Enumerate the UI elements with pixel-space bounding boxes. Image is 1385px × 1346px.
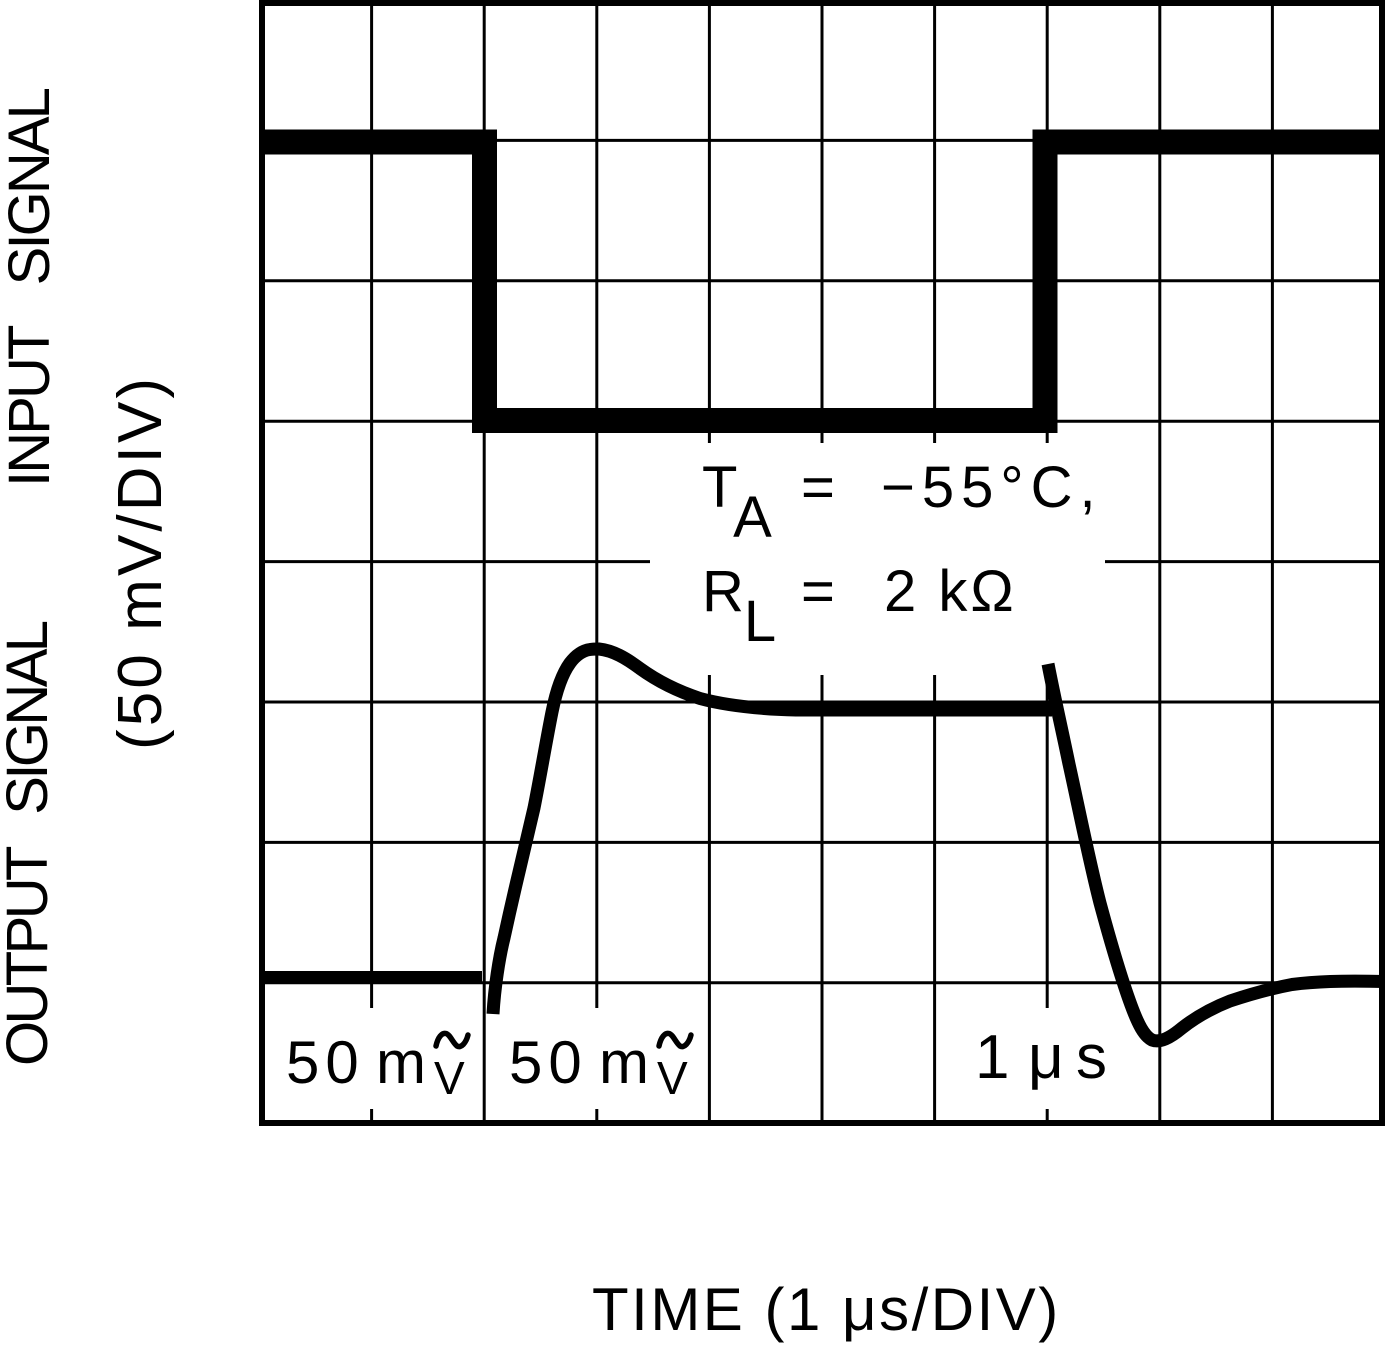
svg-text:2 kΩ: 2 kΩ [884,559,1017,624]
svg-text:TIME (1 μs/DIV): TIME (1 μs/DIV) [592,1276,1061,1343]
svg-text:m: m [599,1029,649,1096]
svg-text:50: 50 [286,1029,365,1096]
svg-text:INPUT SIGNAL: INPUT SIGNAL [0,88,62,487]
svg-text:OUTPUT SIGNAL: OUTPUT SIGNAL [0,621,60,1066]
svg-text:1: 1 [975,1023,1009,1092]
svg-text:μ: μ [1028,1023,1064,1092]
svg-text:s: s [1076,1023,1107,1092]
svg-text:m: m [376,1029,426,1096]
svg-text:(50 mV/DIV): (50 mV/DIV) [106,375,175,750]
svg-text:50: 50 [509,1029,588,1096]
svg-text:V: V [657,1052,688,1104]
svg-text:=: = [801,455,835,520]
svg-text:V: V [434,1052,465,1104]
svg-text:=: = [801,559,835,624]
svg-text:−55°C,: −55°C, [881,455,1103,520]
